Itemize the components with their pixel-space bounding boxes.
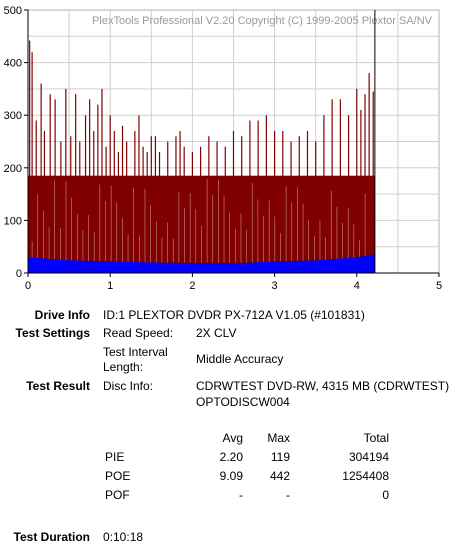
y-tick-label: 300: [4, 110, 22, 122]
stats-row-total: 1254408: [342, 469, 389, 483]
x-tick-label: 1: [107, 280, 113, 292]
interval-label-line1: Test Interval: [103, 345, 168, 359]
x-tick-label: 2: [189, 280, 195, 292]
test-duration-label: Test Duration: [13, 530, 90, 544]
x-axis-ticks: 0 1 2 3 4 5: [25, 273, 442, 292]
y-tick-label: 400: [4, 58, 22, 70]
test-duration-value: 0:10:18: [103, 530, 144, 544]
read-speed-value: 2X CLV: [196, 326, 237, 340]
stats-row-avg: -: [239, 488, 243, 502]
disc-info-label: Disc Info:: [103, 379, 154, 393]
x-tick-label: 3: [272, 280, 278, 292]
drive-info-label: Drive Info: [34, 308, 90, 322]
stats-row-name: POE: [105, 469, 131, 483]
x-tick-label: 5: [436, 280, 442, 292]
drive-info-value: ID:1 PLEXTOR DVDR PX-712A V1.05 (#101831…: [103, 308, 365, 322]
interval-label-line2: Length:: [103, 360, 144, 374]
disc-info-line2: OPTODISCW004: [196, 395, 290, 409]
stats-row-name: POF: [105, 488, 130, 502]
stats-row-total: 0: [382, 488, 389, 502]
stats-row-max: 119: [270, 450, 290, 464]
y-axis-ticks: 0 100 200 300 400 500: [4, 5, 28, 280]
poe-series: [28, 40, 375, 273]
x-tick-label: 0: [25, 280, 31, 292]
error-chart: PlexTools Professional V2.20 Copyright (…: [4, 5, 442, 292]
y-tick-label: 100: [4, 215, 22, 227]
test-result-label: Test Result: [26, 379, 90, 393]
stats-row-avg: 9.09: [219, 469, 243, 483]
stats-header-max: Max: [267, 431, 290, 445]
y-tick-label: 0: [16, 268, 22, 280]
stats-row-max: -: [286, 488, 290, 502]
stats-row-total: 304194: [348, 450, 389, 464]
y-tick-label: 500: [4, 5, 22, 17]
read-speed-label: Read Speed:: [103, 326, 174, 340]
y-tick-label: 200: [4, 163, 22, 175]
stats-row-max: 442: [269, 469, 290, 483]
stats-row-avg: 2.20: [219, 450, 243, 464]
pie-series: [28, 254, 375, 273]
pie-area: [28, 254, 375, 273]
stats-header-avg: Avg: [222, 431, 243, 445]
stats-header-total: Total: [363, 431, 389, 445]
disc-info-line1: CDRWTEST DVD-RW, 4315 MB (CDRWTEST): [196, 379, 450, 393]
chart-watermark: PlexTools Professional V2.20 Copyright (…: [92, 15, 433, 27]
stats-row-name: PIE: [105, 450, 125, 464]
test-settings-label: Test Settings: [15, 326, 90, 340]
interval-value: Middle Accuracy: [196, 352, 284, 366]
x-tick-label: 4: [354, 280, 360, 292]
